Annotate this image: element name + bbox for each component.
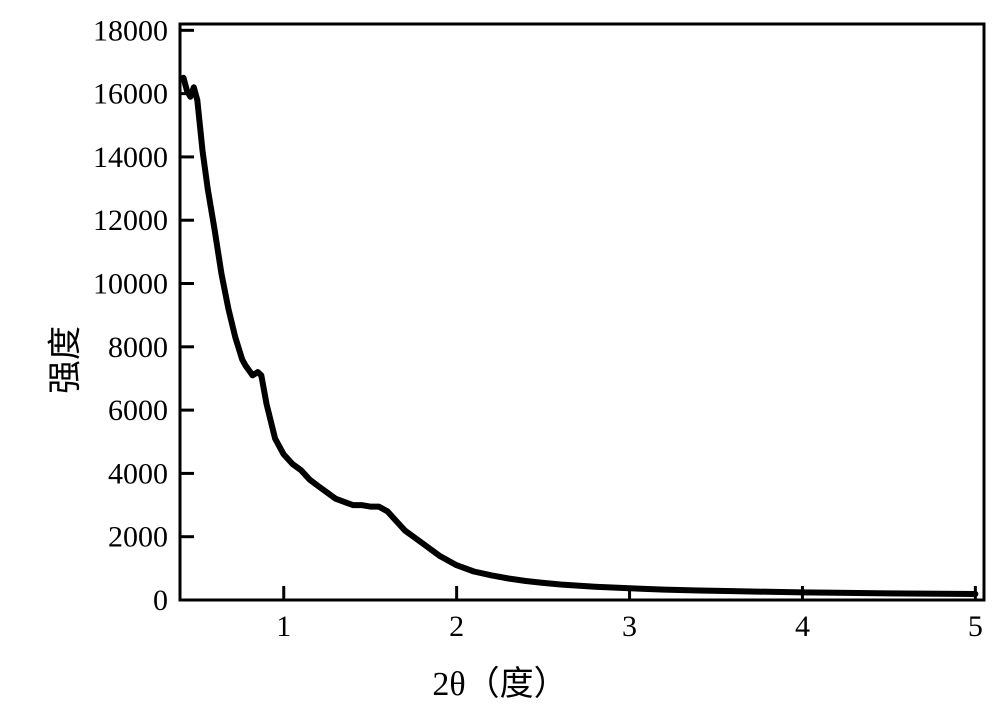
svg-text:14000: 14000 xyxy=(93,141,168,174)
svg-text:10000: 10000 xyxy=(93,268,168,301)
svg-text:4: 4 xyxy=(795,610,810,643)
svg-text:6000: 6000 xyxy=(108,394,168,427)
svg-text:2000: 2000 xyxy=(108,521,168,554)
svg-text:2: 2 xyxy=(449,610,464,643)
chart-svg: 0 2000 4000 6000 8000 10000 12000 14000 16000 180… xyxy=(0,0,1000,719)
xrd-chart: 强度 2θ（度） 0200040006000800010000120001400… xyxy=(0,0,1000,719)
svg-text:8000: 8000 xyxy=(108,331,168,364)
svg-text:1: 1 xyxy=(276,610,291,643)
svg-text:0: 0 xyxy=(153,584,168,617)
svg-text:3: 3 xyxy=(622,610,637,643)
svg-text:5: 5 xyxy=(968,610,983,643)
svg-text:4000: 4000 xyxy=(108,457,168,490)
svg-text:18000: 18000 xyxy=(93,14,168,47)
svg-text:12000: 12000 xyxy=(93,204,168,237)
svg-text:16000: 16000 xyxy=(93,78,168,111)
